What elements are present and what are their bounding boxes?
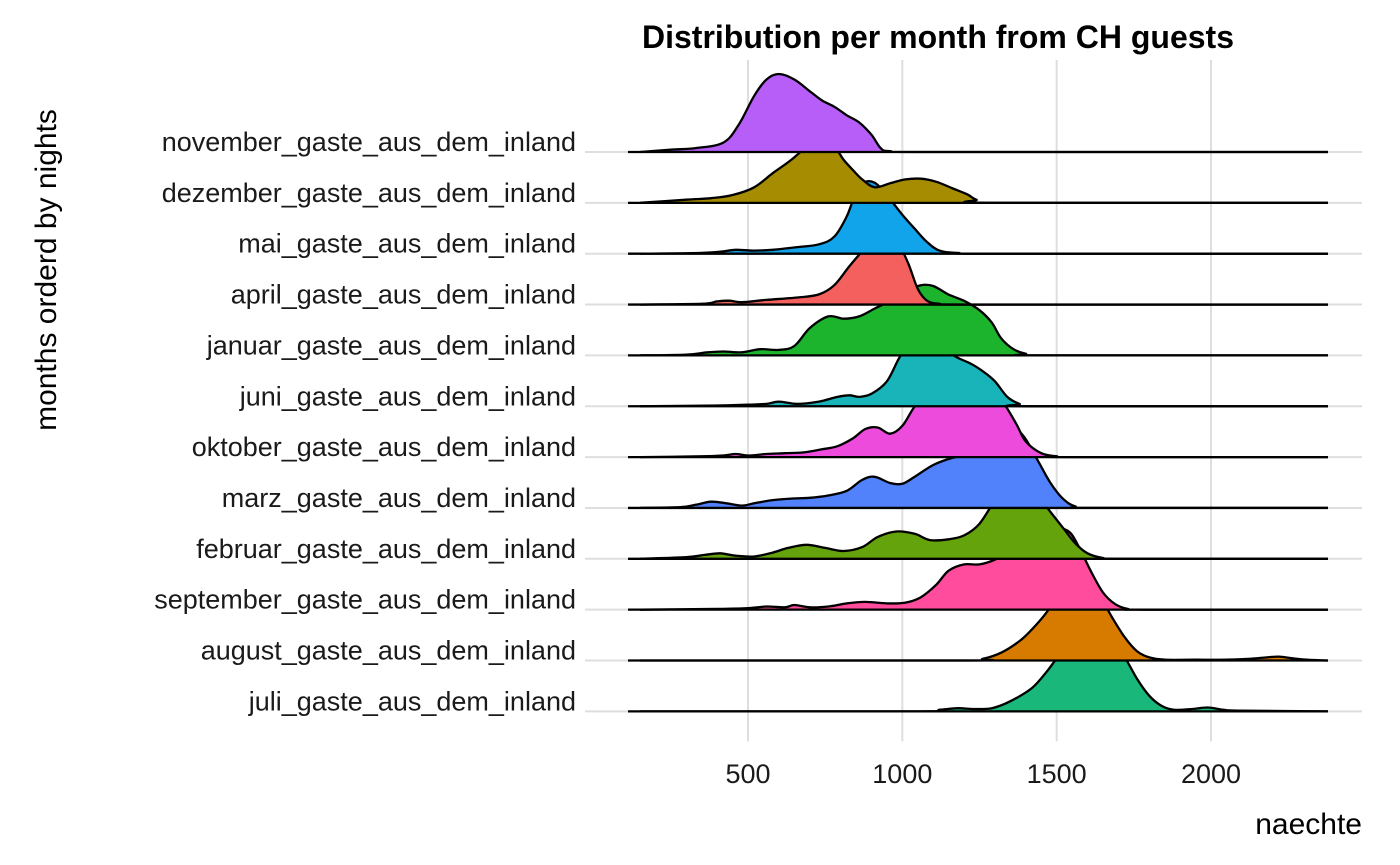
ridge-fill-marz_gaste_aus_dem_inland [640, 427, 1328, 508]
ridge-november_gaste_aus_dem_inland [628, 72, 1328, 154]
ridge-outline-mai_gaste_aus_dem_inland [639, 179, 1328, 255]
ridge-fill-september_gaste_aus_dem_inland [640, 528, 1328, 610]
ridge-outline-september_gaste_aus_dem_inland [639, 527, 1328, 611]
ridge-outline-februar_gaste_aus_dem_inland [639, 479, 1328, 560]
ridge-april_gaste_aus_dem_inland [628, 237, 1328, 306]
y-tick-label-november_gaste_aus_dem_inland: november_gaste_aus_dem_inland [162, 127, 576, 157]
y-tick-label-oktober_gaste_aus_dem_inland: oktober_gaste_aus_dem_inland [192, 432, 576, 462]
y-tick-label-september_gaste_aus_dem_inland: september_gaste_aus_dem_inland [154, 585, 576, 615]
ridge-februar_gaste_aus_dem_inland [628, 479, 1328, 560]
y-tick-label-juli_gaste_aus_dem_inland: juli_gaste_aus_dem_inland [248, 686, 576, 716]
y-tick-label-august_gaste_aus_dem_inland: august_gaste_aus_dem_inland [201, 636, 576, 666]
y-tick-label-dezember_gaste_aus_dem_inland: dezember_gaste_aus_dem_inland [162, 178, 576, 208]
ridges [628, 72, 1329, 713]
ridge-oktober_gaste_aus_dem_inland [628, 383, 1328, 459]
y-tick-label-juni_gaste_aus_dem_inland: juni_gaste_aus_dem_inland [239, 381, 576, 411]
chart-title: Distribution per month from CH guests [642, 19, 1234, 55]
ridge-januar_gaste_aus_dem_inland [628, 283, 1328, 357]
ridge-juli_gaste_aus_dem_inland [628, 627, 1329, 713]
ridge-fill-november_gaste_aus_dem_inland [640, 74, 1328, 152]
ridge-fill-april_gaste_aus_dem_inland [640, 238, 1328, 305]
x-axis-label: naechte [1255, 808, 1362, 841]
y-tick-label-april_gaste_aus_dem_inland: april_gaste_aus_dem_inland [231, 280, 576, 310]
ridge-fill-dezember_gaste_aus_dem_inland [640, 140, 1328, 203]
x-tick-label-2000: 2000 [1181, 759, 1241, 789]
x-tick-label-500: 500 [725, 759, 770, 789]
ridge-fill-juli_gaste_aus_dem_inland [640, 628, 1328, 712]
ridge-fill-januar_gaste_aus_dem_inland [640, 284, 1328, 356]
ridge-outline-juli_gaste_aus_dem_inland [640, 627, 1329, 713]
ridge-outline-dezember_gaste_aus_dem_inland [639, 139, 1328, 204]
ridge-marz_gaste_aus_dem_inland [628, 426, 1328, 510]
y-tick-label-februar_gaste_aus_dem_inland: februar_gaste_aus_dem_inland [196, 534, 576, 564]
y-tick-label-marz_gaste_aus_dem_inland: marz_gaste_aus_dem_inland [222, 483, 576, 513]
y-tick-label-januar_gaste_aus_dem_inland: januar_gaste_aus_dem_inland [206, 330, 576, 360]
y-tick-label-mai_gaste_aus_dem_inland: mai_gaste_aus_dem_inland [238, 229, 576, 259]
ridge-outline-marz_gaste_aus_dem_inland [639, 426, 1328, 510]
x-tick-label-1500: 1500 [1027, 759, 1087, 789]
x-tick-label-1000: 1000 [872, 759, 932, 789]
ridge-fill-juni_gaste_aus_dem_inland [640, 334, 1328, 407]
ridge-outline-oktober_gaste_aus_dem_inland [639, 383, 1328, 459]
x-tick-labels: 500 1000 1500 2000 [725, 759, 1241, 789]
ridge-outline-april_gaste_aus_dem_inland [639, 237, 1328, 306]
ridge-fill-februar_gaste_aus_dem_inland [640, 480, 1328, 559]
category-labels: november_gaste_aus_dem_inland dezember_ga… [154, 127, 576, 716]
ridge-mai_gaste_aus_dem_inland [628, 179, 1328, 255]
ridge-dezember_gaste_aus_dem_inland [628, 139, 1328, 205]
y-axis-label: months orderd by nights [30, 109, 63, 431]
ridge-september_gaste_aus_dem_inland [628, 527, 1328, 611]
ridge-fill-oktober_gaste_aus_dem_inland [640, 384, 1328, 458]
